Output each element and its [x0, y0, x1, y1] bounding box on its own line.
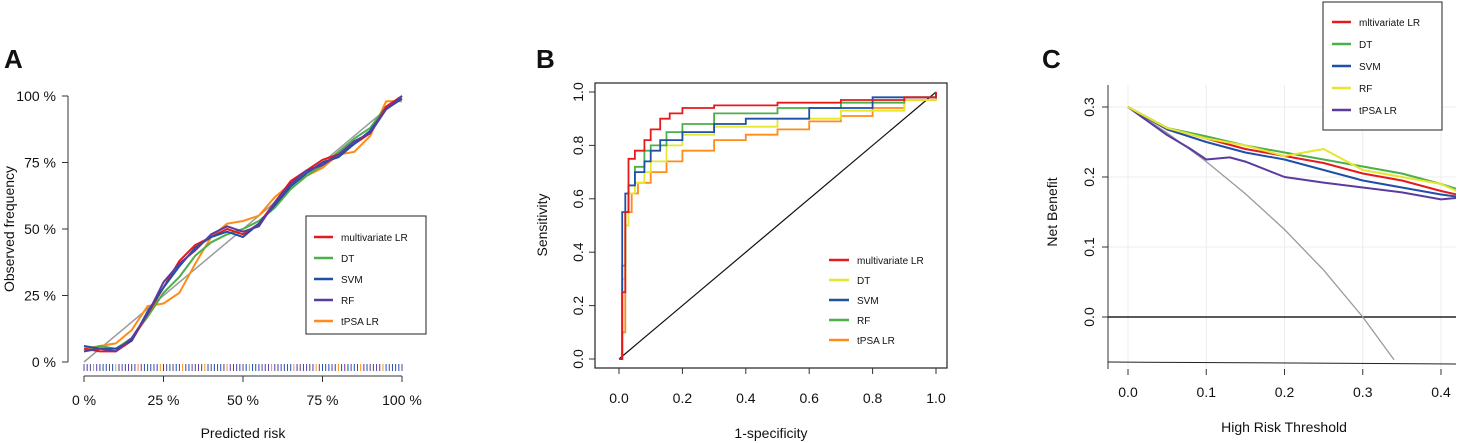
panel-c: C 0.0 0.1 0.2 0.3 0.4 0.0 0.1 0.2 0.3 High Risk T…	[1042, 1, 1456, 435]
panel-b: B 0.0 0.0 0.2 0.2 0.4 0.4 0.6 0.6 0.8 0.8 1.0 1.0 1-…	[534, 44, 948, 441]
rug-plot	[83, 364, 403, 371]
y-tick-label: 0.6	[570, 189, 586, 209]
x-tick-label: 0.8	[863, 390, 883, 406]
net-benefit-curve-svm	[1127, 106, 1456, 198]
panel-letter-b: B	[536, 44, 555, 74]
x-tick-label: 0.0	[609, 390, 629, 406]
x-tick-label: 25 %	[148, 392, 180, 408]
roc-curve-svm	[619, 92, 937, 360]
y-tick-label: 1.0	[570, 82, 586, 102]
x-axis-label: High Risk Threshold	[1221, 419, 1347, 435]
legend-label-svm: SVM	[341, 275, 363, 286]
y-tick-label: 0.8	[570, 135, 586, 155]
roc-plot-area	[618, 91, 937, 360]
y-tick-label: 0.1	[1081, 237, 1097, 257]
legend-label-rf: RF	[1359, 84, 1372, 95]
dca-plot-area	[1108, 106, 1456, 365]
x-tick-label: 50 %	[227, 392, 259, 408]
x-tick-label: 0.2	[1275, 384, 1295, 400]
y-tick-label: 0.3	[1081, 97, 1097, 117]
x-tick-label: 100 %	[382, 392, 422, 408]
legend-label-svm: SVM	[857, 296, 879, 307]
roc-legend: multivariate LR DT SVM RF tPSA LR	[820, 248, 930, 360]
y-axis-label: Sensitivity	[534, 193, 550, 256]
x-tick-label: 0.6	[799, 390, 819, 406]
x-axis-label: Predicted risk	[201, 425, 287, 441]
legend-label-multivariate-lr: multivariate LR	[341, 233, 408, 244]
reference-diagonal	[618, 91, 937, 360]
roc-axes: 0.0 0.0 0.2 0.2 0.4 0.4 0.6 0.6 0.8 0.8 1.0 1.0 1-sp…	[534, 82, 948, 441]
net-benefit-curve-rf	[1127, 106, 1456, 192]
legend-label-svm: SVM	[1359, 62, 1381, 73]
y-tick-label: 100 %	[16, 88, 56, 104]
y-tick-label: 0.4	[570, 242, 586, 262]
panel-letter-c: C	[1042, 44, 1061, 74]
y-tick-label: 50 %	[24, 221, 56, 237]
legend-box	[820, 248, 930, 360]
x-tick-label: 0.1	[1197, 384, 1217, 400]
dca-axes: 0.0 0.1 0.2 0.3 0.4 0.0 0.1 0.2 0.3 High Risk Thr…	[1044, 85, 1456, 435]
x-tick-label: 0.0	[1118, 384, 1138, 400]
dca-curves	[1108, 106, 1456, 365]
x-tick-label: 0.4	[1431, 384, 1451, 400]
roc-curve-multivariate-lr	[619, 92, 937, 360]
series-line-rf	[83, 95, 403, 353]
x-tick-label: 0 %	[72, 392, 96, 408]
y-axis-label: Observed frequency	[1, 166, 17, 292]
panel-letter-a: A	[4, 44, 23, 74]
legend-label-tpsa-lr: tPSA LR	[341, 317, 379, 328]
legend-label-dt: DT	[341, 254, 354, 265]
legend-label-multivariate-lr: multivariate LR	[857, 256, 924, 267]
net-benefit-curve-tpsa-lr	[1127, 106, 1456, 201]
x-tick-label: 1.0	[926, 390, 946, 406]
x-tick-label: 75 %	[307, 392, 339, 408]
x-tick-label: 0.2	[673, 390, 693, 406]
y-tick-label: 0.2	[570, 296, 586, 316]
y-axis-label: Net Benefit	[1044, 177, 1060, 246]
x-tick-label: 0.3	[1353, 384, 1373, 400]
calibration-axes: 0 % 0 % 25 % 25 % 50 % 50 % 75 % 75 % 100 % 100 %…	[1, 88, 422, 441]
legend-label-tpsa-lr: tPSA LR	[857, 336, 895, 347]
net-benefit-curve-dt	[1127, 106, 1456, 190]
legend-label-rf: RF	[341, 296, 354, 307]
treat-all-curve	[1127, 106, 1395, 361]
y-tick-label: 0.0	[1081, 307, 1097, 327]
y-tick-label: 75 %	[24, 155, 56, 171]
calibration-plot-area	[83, 95, 403, 371]
calibration-legend: multivariate LR DT SVM RF tPSA LR	[305, 215, 427, 335]
legend-label-tpsa-lr: tPSA LR	[1359, 106, 1397, 117]
legend-box	[305, 215, 427, 335]
x-tick-label: 0.4	[736, 390, 756, 406]
roc-curve-tpsa-lr	[619, 92, 937, 360]
x-axis-label: 1-specificity	[734, 425, 807, 441]
bottom-baseline	[1108, 361, 1456, 365]
series-line-tpsa-lr	[83, 100, 402, 350]
legend-label-rf: RF	[857, 316, 870, 327]
y-tick-label: 0 %	[32, 354, 56, 370]
y-tick-label: 25 %	[24, 288, 56, 304]
legend-label-mltivariate-lr: mltivariate LR	[1359, 18, 1420, 29]
roc-curve-dt	[619, 92, 937, 360]
y-tick-label: 0.2	[1081, 167, 1097, 187]
plot-frame	[594, 82, 948, 369]
legend-label-dt: DT	[857, 276, 870, 287]
dca-legend: mltivariate LR DT SVM RF tPSA LR	[1322, 1, 1443, 131]
legend-label-dt: DT	[1359, 40, 1372, 51]
y-tick-label: 0.0	[570, 349, 586, 369]
panel-a: A 0 % 0 % 25 % 25 % 50 % 50 % 75 % 75 % 100 % 100…	[1, 44, 427, 441]
